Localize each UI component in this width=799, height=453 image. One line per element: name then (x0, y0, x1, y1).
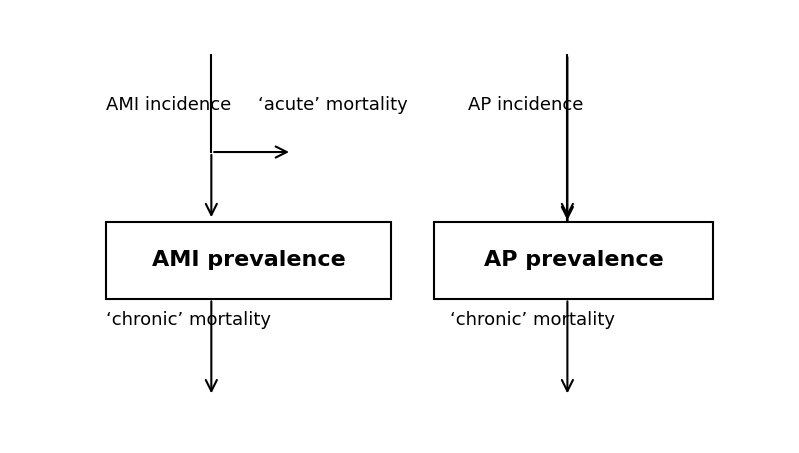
Text: AP incidence: AP incidence (468, 96, 584, 114)
Text: AMI incidence: AMI incidence (106, 96, 232, 114)
Text: AP prevalence: AP prevalence (483, 250, 663, 270)
Text: ‘chronic’ mortality: ‘chronic’ mortality (450, 311, 614, 329)
Bar (435, 222, 713, 299)
Text: ‘chronic’ mortality: ‘chronic’ mortality (106, 311, 271, 329)
Text: AMI prevalence: AMI prevalence (152, 250, 345, 270)
Bar (106, 222, 391, 299)
Text: ‘acute’ mortality: ‘acute’ mortality (258, 96, 407, 114)
